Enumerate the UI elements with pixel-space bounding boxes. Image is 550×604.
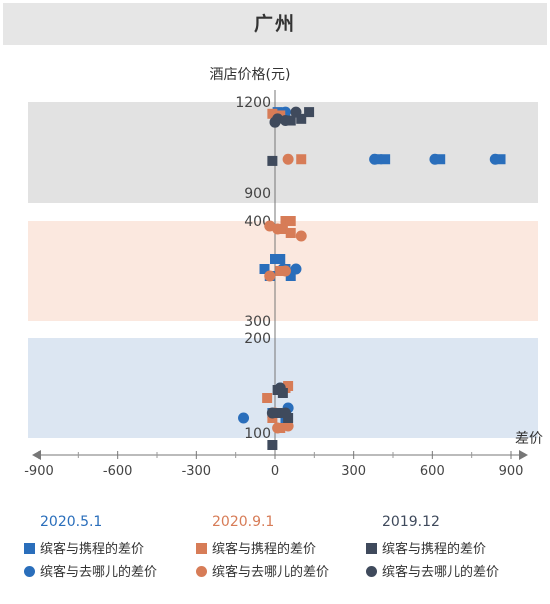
data-point-circle <box>269 116 281 128</box>
legend-item-label: 缤客与去哪儿的差价 <box>212 565 330 580</box>
x-axis-arrow-left <box>32 450 41 460</box>
legend-circle-marker <box>196 566 207 577</box>
legend-item: 缤客与携程的差价 <box>366 538 486 557</box>
data-point-circle <box>279 265 291 277</box>
data-point-circle <box>489 153 501 165</box>
data-point-circle <box>272 223 284 235</box>
x-tick-label: -600 <box>103 464 133 479</box>
data-point-circle <box>266 407 278 419</box>
y-tick-label: 200 <box>244 331 271 347</box>
legend-square-marker <box>196 543 207 554</box>
data-point-square <box>380 154 391 165</box>
data-point-square <box>275 254 286 264</box>
legend-item-label: 缤客与携程的差价 <box>382 542 487 557</box>
y-tick-label: 100 <box>244 426 271 442</box>
data-point-circle <box>264 270 276 282</box>
legend-item: 缤客与去哪儿的差价 <box>196 561 329 580</box>
x-tick-label: -900 <box>24 464 54 479</box>
data-point-square <box>296 113 307 124</box>
data-point-circle <box>274 382 286 394</box>
legend-item: 缤客与携程的差价 <box>196 538 316 557</box>
legend-item: 缤客与携程的差价 <box>24 538 144 557</box>
data-point-square <box>262 393 273 403</box>
data-point-square <box>267 440 278 450</box>
x-axis-arrow-right <box>519 450 528 460</box>
legend-group-title: 2019.12 <box>382 514 440 530</box>
data-point-circle <box>295 230 307 242</box>
data-point-square <box>267 155 278 166</box>
data-point-square <box>277 388 288 398</box>
title-bar: 广州 <box>3 3 547 45</box>
data-point-circle <box>279 115 291 127</box>
legend-circle-marker <box>366 566 377 577</box>
data-point-circle <box>290 106 302 118</box>
data-point-circle <box>282 153 294 165</box>
data-point-square <box>304 107 315 118</box>
legend-item: 缤客与去哪儿的差价 <box>24 561 157 580</box>
data-point-circle <box>238 412 250 424</box>
legend-item-label: 缤客与去哪儿的差价 <box>40 565 158 580</box>
data-point-circle <box>429 153 441 165</box>
x-tick-label: 900 <box>499 464 524 479</box>
legend-group-title: 2020.5.1 <box>40 514 103 530</box>
y-tick-label: 900 <box>244 186 271 202</box>
x-tick-label: 0 <box>271 464 279 479</box>
x-tick-label: 300 <box>341 464 366 479</box>
data-point-square <box>259 264 270 274</box>
y-axis-label: 酒店价格(元) <box>210 67 291 83</box>
y-tick-label: 1200 <box>235 95 271 111</box>
data-point-square <box>285 228 296 238</box>
data-point-square <box>283 413 294 423</box>
data-point-square <box>285 271 296 281</box>
data-point-square <box>296 154 307 165</box>
legend: 2020.5.1 缤客与携程的差价 缤客与去哪儿的差价 2020.9.1 缤客与携程的差… <box>0 510 550 600</box>
x-tick-label: 600 <box>420 464 445 479</box>
data-point-circle <box>282 420 294 432</box>
legend-item-label: 缤客与携程的差价 <box>212 542 317 557</box>
data-point-square <box>280 216 291 226</box>
data-point-square <box>267 108 278 119</box>
data-point-square <box>270 254 280 264</box>
legend-circle-marker <box>24 566 35 577</box>
data-point-square <box>285 216 296 226</box>
x-axis-label: 差价 <box>515 431 543 447</box>
legend-item-label: 缤客与携程的差价 <box>40 542 145 557</box>
data-point-circle <box>279 407 291 419</box>
chart-title: 广州 <box>253 13 296 35</box>
data-point-circle <box>290 263 302 275</box>
x-tick-label: -300 <box>182 464 212 479</box>
data-point-circle <box>369 153 381 165</box>
legend-group-title: 2020.9.1 <box>212 514 275 530</box>
legend-square-marker <box>366 543 377 554</box>
legend-square-marker <box>24 543 35 554</box>
y-tick-label: 300 <box>244 314 271 330</box>
data-point-circle <box>272 422 284 434</box>
legend-item-label: 缤客与去哪儿的差价 <box>382 565 500 580</box>
legend-item: 缤客与去哪儿的差价 <box>366 561 499 580</box>
